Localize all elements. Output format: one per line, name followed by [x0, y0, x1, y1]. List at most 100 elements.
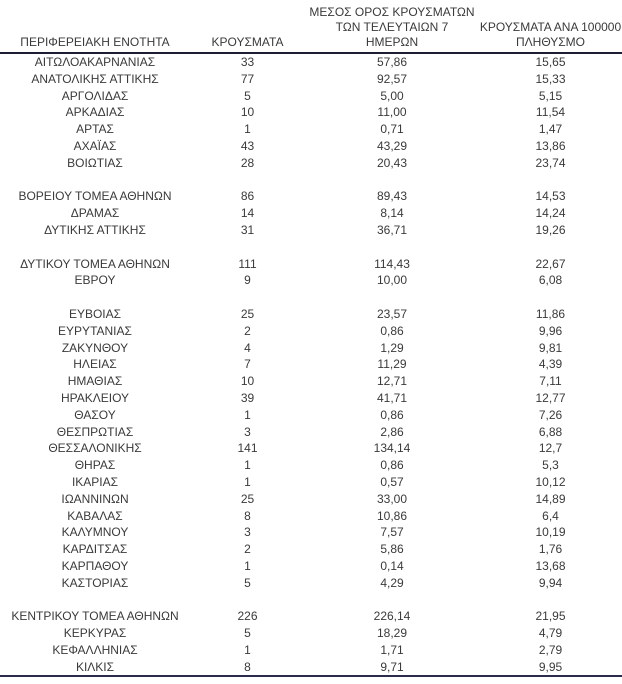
cases-cell: 3: [244, 525, 251, 540]
region-cell: ΗΜΑΘΙΑΣ: [67, 374, 123, 389]
region-cell: ΑΧΑΪΑΣ: [73, 138, 117, 153]
avg7-cell: 0,71: [380, 122, 404, 137]
per100k-cell: 13,68: [535, 558, 566, 573]
avg7-cell: 18,29: [376, 626, 408, 641]
per100k-cell: 5,15: [538, 88, 563, 103]
cases-cell: 1: [244, 407, 251, 422]
table-row: ΗΜΑΘΙΑΣ 10 12,71 7,11: [0, 373, 622, 390]
table-row: ΚΕΝΤΡΙΚΟΥ ΤΟΜΕΑ ΑΘΗΝΩΝ 226 226,14 21,95: [0, 608, 622, 625]
avg7-cell: 1,71: [380, 642, 404, 657]
table-row: ΘΗΡΑΣ 1 0,86 5,3: [0, 457, 622, 474]
avg7-cell: 9,71: [305, 658, 479, 678]
cases-cell: 25: [240, 491, 255, 506]
cases-cell: 14: [240, 206, 255, 221]
avg7-cell: 5,00: [380, 88, 404, 103]
cases-cell: 31: [240, 222, 255, 237]
region-cell: ΚΕΦΑΛΛΗΝΙΑΣ: [52, 642, 138, 657]
region-cell: ΚΕΝΤΡΙΚΟΥ ΤΟΜΕΑ ΑΘΗΝΩΝ: [11, 609, 179, 624]
avg7-cell: 23,57: [376, 306, 408, 321]
per100k-cell: 4,39: [538, 357, 563, 372]
region-cell: ΚΑΡΔΙΤΣΑΣ: [62, 542, 128, 557]
avg7-cell: 41,71: [376, 390, 408, 405]
cases-cell: 25: [240, 306, 255, 321]
table-row: ΕΒΡΟΥ 9 10,00 6,08: [0, 272, 622, 289]
avg7-cell: 0,86: [380, 407, 404, 422]
region-cell: ΚΑΣΤΟΡΙΑΣ: [61, 575, 129, 590]
per100k-cell: 21,95: [535, 609, 566, 624]
region-cell: ΔΥΤΙΚΗΣ ΑΤΤΙΚΗΣ: [44, 222, 146, 237]
col-header-per100k: ΚΡΟΥΣΜΑΤΑ ΑΝΑ 100000 ΠΛΗΘΥΣΜΟ: [479, 0, 622, 54]
region-cell: ΑΡΚΑΔΙΑΣ: [65, 105, 125, 120]
group-spacer-row: [0, 289, 622, 306]
avg7-cell: 11,29: [377, 357, 407, 372]
col-header-per100k-line2: ΠΛΗΘΥΣΜΟ: [515, 35, 586, 49]
avg7-cell: 11,00: [377, 105, 407, 120]
header-row: ΠΕΡΙΦΕΡΕΙΑΚΗ ΕΝΟΤΗΤΑ ΚΡΟΥΣΜΑΤΑ ΜΕΣΟΣ ΟΡΟ…: [0, 0, 622, 54]
per100k-cell: 12,7: [538, 441, 563, 456]
col-header-avg7-line1: ΜΕΣΟΣ ΟΡΟΣ ΚΡΟΥΣΜΑΤΩΝ: [309, 5, 475, 19]
spacer-cell: [0, 592, 622, 609]
avg7-cell: 0,57: [380, 474, 404, 489]
group-spacer-row: [0, 172, 622, 189]
table-row: ΗΡΑΚΛΕΙΟΥ 39 41,71 12,77: [0, 390, 622, 407]
region-cell: ΑΡΤΑΣ: [76, 122, 114, 137]
table-row: ΗΛΕΙΑΣ 7 11,29 4,39: [0, 356, 622, 373]
region-cell: ΕΥΒΟΙΑΣ: [68, 306, 122, 321]
cases-cell: 3: [244, 424, 251, 439]
avg7-cell: 1,29: [380, 340, 404, 355]
per100k-cell: 6,08: [538, 273, 563, 288]
table-row: ΚΙΛΚΙΣ 8 9,71 9,95: [0, 658, 622, 678]
cases-cell: 1: [244, 558, 251, 573]
avg7-cell: 0,86: [380, 458, 404, 473]
cases-cell: 5: [244, 626, 251, 641]
cases-cell: 1: [244, 458, 251, 473]
per100k-cell: 5,3: [542, 458, 559, 473]
cases-cell: 141: [237, 441, 258, 456]
cases-cell: 33: [240, 55, 255, 69]
table-row: ΒΟΙΩΤΙΑΣ 28 20,43 23,74: [0, 155, 622, 172]
region-cell: ΕΥΡΥΤΑΝΙΑΣ: [58, 323, 132, 338]
per100k-cell: 13,86: [535, 138, 566, 153]
table-row: ΙΩΑΝΝΙΝΩΝ 25 33,00 14,89: [0, 491, 622, 508]
per100k-cell: 10,12: [535, 474, 566, 489]
per100k-cell: 4,79: [538, 626, 563, 641]
per100k-cell: 9,94: [538, 575, 563, 590]
avg7-cell: 5,86: [380, 542, 404, 557]
cases-cell: 2: [244, 323, 251, 338]
region-cell: ΚΑΡΠΑΘΟΥ: [61, 558, 129, 573]
cases-cell: 10: [240, 105, 255, 120]
table-row: ΔΥΤΙΚΗΣ ΑΤΤΙΚΗΣ 31 36,71 19,26: [0, 222, 622, 239]
avg7-cell: 0,14: [380, 558, 404, 573]
region-cell: ΚΙΛΚΙΣ: [0, 658, 190, 678]
cases-cell: 7: [244, 357, 251, 372]
cases-cell: 5: [244, 88, 251, 103]
table-row: ΑΙΤΩΛΟΑΚΑΡΝΑΝΙΑΣ 33 57,86 15,65: [0, 53, 622, 71]
region-cell: ΑΝΑΤΟΛΙΚΗΣ ΑΤΤΙΚΗΣ: [31, 71, 159, 86]
cases-cell: 2: [244, 542, 251, 557]
region-cell: ΘΑΣΟΥ: [74, 407, 116, 422]
col-header-region: ΠΕΡΙΦΕΡΕΙΑΚΗ ΕΝΟΤΗΤΑ: [0, 0, 190, 54]
per100k-cell: 11,86: [535, 306, 566, 321]
table-row: ΚΑΡΔΙΤΣΑΣ 2 5,86 1,76: [0, 541, 622, 558]
avg7-cell: 20,43: [376, 155, 408, 170]
per100k-cell: 1,47: [538, 122, 563, 137]
per100k-cell: 22,67: [535, 256, 566, 271]
per100k-cell: 14,24: [535, 206, 566, 221]
group-spacer-row: [0, 592, 622, 609]
cases-cell: 86: [240, 189, 255, 204]
per100k-cell: 1,76: [538, 542, 563, 557]
cases-cell: 1: [244, 474, 251, 489]
region-cell: ΒΟΙΩΤΙΑΣ: [67, 155, 123, 170]
cases-cell: 9: [244, 273, 251, 288]
col-header-avg7-line3: ΗΜΕΡΩΝ: [365, 35, 419, 49]
col-header-avg7: ΜΕΣΟΣ ΟΡΟΣ ΚΡΟΥΣΜΑΤΩΝ ΤΩΝ ΤΕΛΕΥΤΑΙΩΝ 7 Η…: [305, 0, 479, 54]
table-row: ΘΕΣΣΑΛΟΝΙΚΗΣ 141 134,14 12,7: [0, 440, 622, 457]
cases-cell: 8: [190, 658, 305, 678]
region-cell: ΘΕΣΠΡΩΤΙΑΣ: [56, 424, 134, 439]
col-header-per100k-line1: ΚΡΟΥΣΜΑΤΑ ΑΝΑ 100000: [479, 20, 622, 34]
avg7-cell: 7,57: [380, 525, 404, 540]
col-header-cases-label: ΚΡΟΥΣΜΑΤΑ: [211, 35, 284, 49]
avg7-cell: 2,86: [380, 424, 404, 439]
